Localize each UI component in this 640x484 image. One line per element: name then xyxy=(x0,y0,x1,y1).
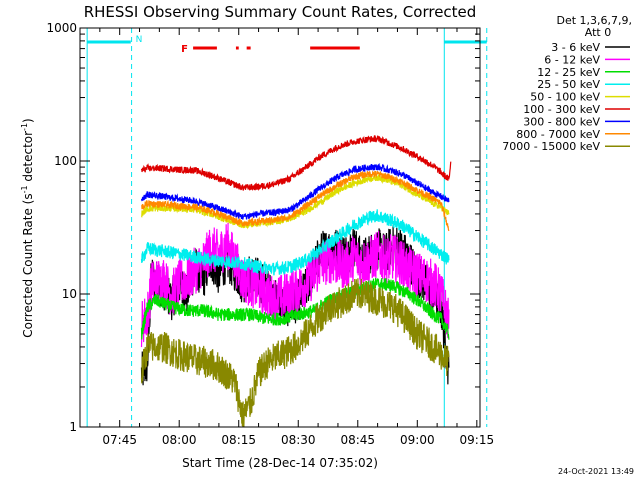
plot-frame xyxy=(79,27,481,428)
series-line xyxy=(140,277,450,340)
series-line xyxy=(141,170,450,232)
x-axis-ticks: 07:45 08:00 08:15 08:30 08:45 09:00 09:15 xyxy=(99,28,495,447)
y-axis-label-end: ) xyxy=(21,118,35,123)
legend-entry-label: 3 - 6 keV xyxy=(551,41,600,54)
legend-header-line1: Det 1,3,6,7,9, xyxy=(556,14,632,27)
legend-entry-label: 100 - 300 keV xyxy=(523,103,600,116)
y-axis-label: Corrected Count Rate (s-1 detector-1) xyxy=(20,118,35,337)
night-marker-label: N xyxy=(136,35,143,45)
y-axis-label-mid: detector xyxy=(21,131,35,186)
legend-header-line2: Att 0 xyxy=(585,26,611,39)
series-line xyxy=(140,278,450,427)
legend-entry-label: 6 - 12 keV xyxy=(544,53,600,66)
legend-entry-label: 25 - 50 keV xyxy=(537,78,600,91)
series-line xyxy=(140,134,452,192)
x-tick-label: 08:45 xyxy=(340,433,375,447)
render-timestamp: 24-Oct-2021 13:49 xyxy=(558,467,634,476)
flare-marker-label: F xyxy=(181,44,188,55)
x-axis-label: Start Time (28-Dec-14 07:35:02) xyxy=(182,456,378,470)
legend-entry-label: 50 - 100 keV xyxy=(530,91,600,104)
x-tick-label: 09:15 xyxy=(460,433,495,447)
y-tick-label: 1 xyxy=(69,420,77,434)
legend-entry-label: 12 - 25 keV xyxy=(537,66,600,79)
y-axis-label-main: Corrected Count Rate (s xyxy=(21,193,35,337)
series-line xyxy=(140,163,450,220)
x-tick-label: 07:45 xyxy=(102,433,137,447)
x-tick-label: 08:30 xyxy=(281,433,316,447)
x-tick-label: 08:15 xyxy=(221,433,256,447)
legend-entry-label: 300 - 800 keV xyxy=(523,115,600,128)
x-tick-label: 08:00 xyxy=(162,433,197,447)
series-line xyxy=(140,209,450,276)
x-tick-label: 09:00 xyxy=(400,433,435,447)
y-axis-ticks: 1 10 100 1000 xyxy=(46,21,480,434)
y-axis-label-sup2: -1 xyxy=(20,123,29,131)
series-layer xyxy=(140,134,452,427)
series-line xyxy=(140,222,450,348)
chart-title: RHESSI Observing Summary Count Rates, Co… xyxy=(84,3,477,21)
y-tick-label: 100 xyxy=(54,154,77,168)
legend-entry-label: 800 - 7000 keV xyxy=(516,128,600,141)
legend-entry-label: 7000 - 15000 keV xyxy=(502,140,600,153)
y-axis-label-sup1: -1 xyxy=(20,185,29,193)
y-tick-label: 1000 xyxy=(46,21,77,35)
y-tick-label: 10 xyxy=(62,287,77,301)
